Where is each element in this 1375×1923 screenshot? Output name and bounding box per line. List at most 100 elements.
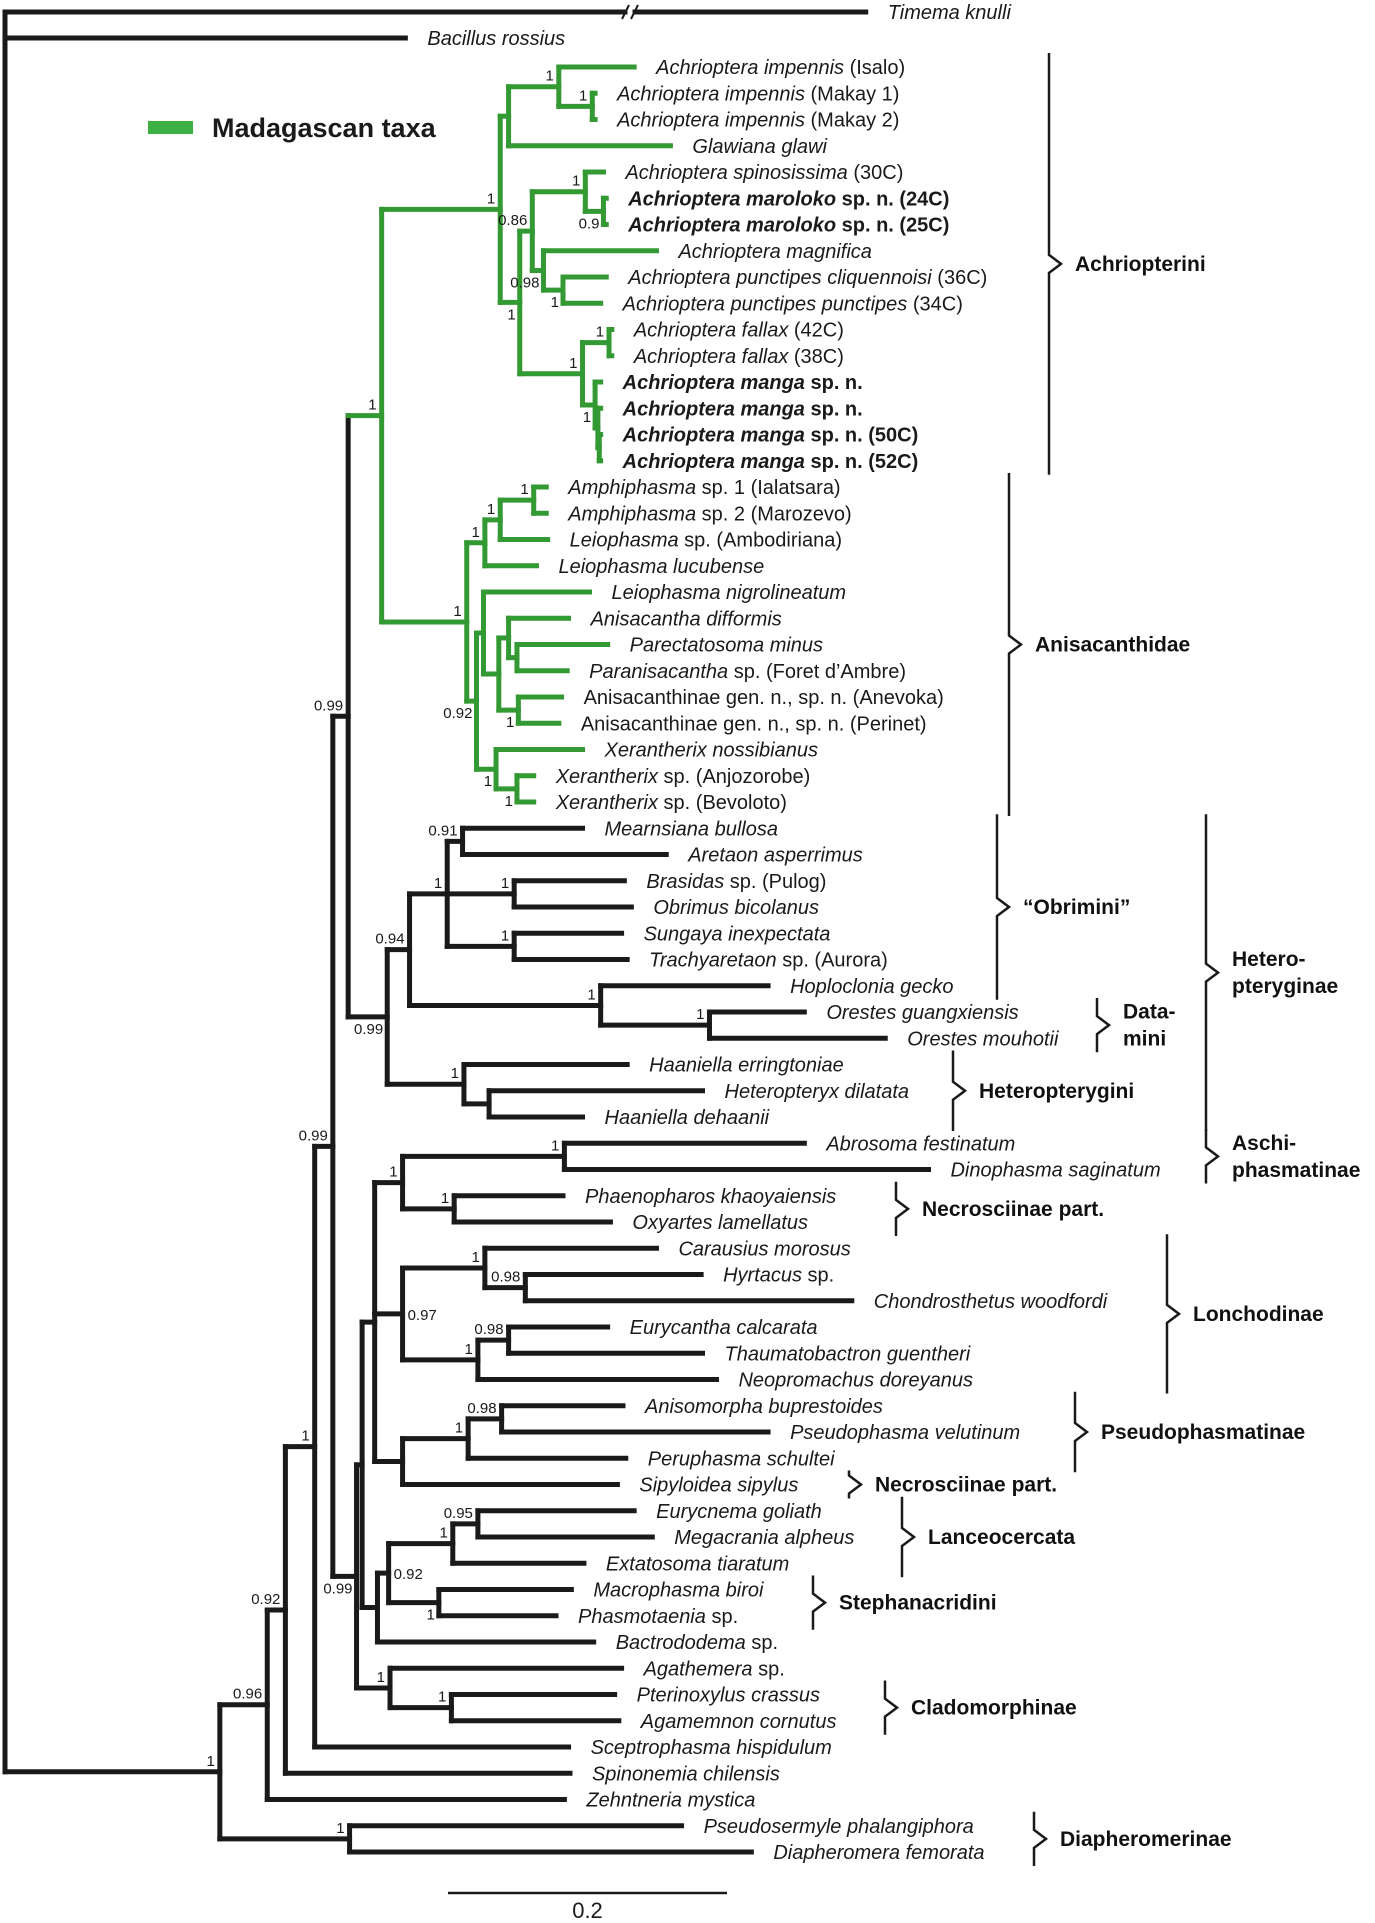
- support-values: 110.9110.980.86111111111110.92110.911111…: [206, 68, 704, 1837]
- taxon-label: Sungaya inexpectata: [644, 923, 831, 945]
- clade-bracket: Lonchodinae: [1165, 1234, 1324, 1394]
- taxon-name-italic: Zehntneria mystica: [585, 1790, 755, 1812]
- taxon-label: Haaniella dehaanii: [605, 1107, 770, 1129]
- taxon-name-roman: (Isalo): [844, 57, 905, 79]
- clade-label: Lanceocercata: [928, 1526, 1075, 1549]
- taxon-label: Achrioptera maroloko sp. n. (24C): [627, 188, 949, 210]
- taxon-name-roman: (Makay 1): [805, 83, 899, 105]
- taxon-label: Achrioptera manga sp. n. (50C): [622, 425, 919, 447]
- taxon-label: Hoploclonia gecko: [790, 976, 953, 998]
- taxon-name-italic: Bacillus rossius: [427, 28, 565, 50]
- taxon-label: Timema knulli: [888, 2, 1012, 24]
- support-value: 1: [427, 1607, 435, 1624]
- taxon-label: Achrioptera impennis (Makay 2): [616, 110, 899, 132]
- clade-label: pteryginae: [1232, 975, 1338, 998]
- taxon-name-italic: Pterinoxylus crassus: [637, 1685, 820, 1707]
- taxon-label: Anisacantha difformis: [590, 608, 782, 630]
- clade-label: Necrosciinae part.: [922, 1198, 1104, 1221]
- tree-branches: [2, 4, 931, 1855]
- legend: Madagascan taxa: [148, 113, 437, 143]
- taxon-name-italic: Agamemnon cornutus: [640, 1711, 837, 1733]
- support-value: 1: [505, 793, 513, 810]
- taxon-name-italic: Heteropteryx dilatata: [725, 1081, 910, 1103]
- taxon-name-italic: Obrimus bicolanus: [653, 897, 819, 919]
- support-value: 1: [389, 1164, 397, 1181]
- taxon-name-italic: Leiophasma: [570, 530, 679, 552]
- taxon-name-roman: sp. (Pulog): [724, 871, 826, 893]
- taxon-name-roman: sp. (Aurora): [777, 950, 888, 972]
- support-value: 0.92: [251, 1591, 280, 1608]
- support-value: 1: [438, 1689, 446, 1706]
- taxon-label: Peruphasma schultei: [648, 1448, 835, 1470]
- taxon-name-roman: sp. n. (50C): [805, 425, 918, 447]
- taxon-label: Sipyloidea sipylus: [639, 1475, 798, 1497]
- support-value: 0.91: [428, 822, 457, 839]
- clade-label: Diapheromerinae: [1060, 1828, 1232, 1851]
- taxon-label: Macrophasma biroi: [593, 1580, 764, 1602]
- taxon-name-roman: (30C): [848, 162, 904, 184]
- support-value: 0.86: [498, 212, 527, 229]
- support-value: 1: [587, 986, 595, 1003]
- taxon-name-italic: Achrioptera maroloko: [627, 215, 836, 237]
- support-value: 1: [596, 324, 604, 341]
- taxon-label: Orestes mouhotii: [907, 1028, 1059, 1050]
- clade-bracket: Necrosciinae part.: [894, 1181, 1104, 1236]
- taxon-label: Haaniella erringtoniae: [649, 1055, 844, 1077]
- taxon-name-roman: sp. 2 (Marozevo): [696, 503, 852, 525]
- taxon-name-roman: sp. n.: [805, 398, 863, 420]
- taxon-name-italic: Extatosoma tiaratum: [606, 1553, 789, 1575]
- taxon-name-roman: sp. (Anjozorobe): [658, 766, 810, 788]
- support-value: 1: [487, 190, 495, 207]
- taxon-name-roman: (Makay 2): [805, 110, 899, 132]
- bracket-icon: [1047, 53, 1064, 475]
- clade-label: Necrosciinae part.: [875, 1474, 1057, 1497]
- taxon-name-italic: Orestes guangxiensis: [826, 1002, 1018, 1024]
- support-value: 0.99: [299, 1127, 328, 1144]
- taxon-name-roman: sp.: [746, 1632, 778, 1654]
- support-value: 1: [451, 1065, 459, 1082]
- taxon-label: Leiophasma sp. (Ambodiriana): [570, 530, 842, 552]
- bracket-icon: [847, 1470, 864, 1499]
- taxon-name-italic: Trachyaretaon: [649, 950, 776, 972]
- taxon-name-italic: Xerantherix: [555, 792, 659, 814]
- taxon-label: Dinophasma saginatum: [950, 1160, 1160, 1182]
- taxon-label: Phasmotaenia sp.: [578, 1606, 738, 1628]
- taxon-label: Achrioptera manga sp. n.: [622, 398, 863, 420]
- support-value: 1: [520, 481, 528, 498]
- taxon-name-italic: Aretaon asperrimus: [687, 845, 863, 867]
- support-value: 1: [377, 1669, 385, 1686]
- bracket-icon: [1165, 1234, 1182, 1394]
- support-value: 1: [551, 1137, 559, 1154]
- support-value: 0.92: [394, 1566, 423, 1583]
- taxon-name-roman: (38C): [788, 346, 844, 368]
- taxon-label: Spinonemia chilensis: [592, 1763, 780, 1785]
- taxon-label: Aretaon asperrimus: [687, 845, 863, 867]
- taxon-label: Extatosoma tiaratum: [606, 1553, 789, 1575]
- clade-bracket: Cladomorphinae: [883, 1680, 1077, 1735]
- taxon-name-italic: Abrosoma festinatum: [825, 1133, 1015, 1155]
- taxon-name-italic: Eurycnema goliath: [656, 1501, 822, 1523]
- taxon-name-italic: Anisomorpha buprestoides: [644, 1396, 883, 1418]
- clade-bracket: Pseudophasmatinae: [1073, 1391, 1305, 1473]
- taxon-name-italic: Amphiphasma: [567, 503, 696, 525]
- taxon-name-roman: sp. n.: [805, 372, 863, 394]
- taxon-name-roman: sp.: [706, 1606, 738, 1628]
- taxon-label: Parectatosoma minus: [630, 635, 823, 657]
- support-value: 1: [368, 397, 376, 414]
- taxon-label: Brasidas sp. (Pulog): [646, 871, 826, 893]
- bracket-icon: [811, 1575, 828, 1630]
- taxon-label: Leiophasma lucubense: [558, 556, 764, 578]
- taxon-name-italic: Achrioptera magnifica: [677, 241, 871, 263]
- clade-bracket: Data-mini: [1095, 998, 1176, 1053]
- taxon-name-italic: Timema knulli: [888, 2, 1012, 24]
- support-value: 1: [551, 294, 559, 311]
- taxon-label: Pseudophasma velutinum: [790, 1422, 1020, 1444]
- scale-bar-label: 0.2: [572, 1898, 603, 1923]
- clade-label: Heteropterygini: [979, 1080, 1134, 1103]
- legend-label: Madagascan taxa: [212, 113, 437, 143]
- support-value: 1: [506, 714, 514, 731]
- taxon-name-italic: Eurycantha calcarata: [630, 1317, 818, 1339]
- clade-bracket: Achriopterini: [1047, 53, 1206, 475]
- taxon-name-roman: Anisacanthinae gen. n., sp. n. (Anevoka): [584, 687, 944, 709]
- taxon-label: Bactrododema sp.: [616, 1632, 778, 1654]
